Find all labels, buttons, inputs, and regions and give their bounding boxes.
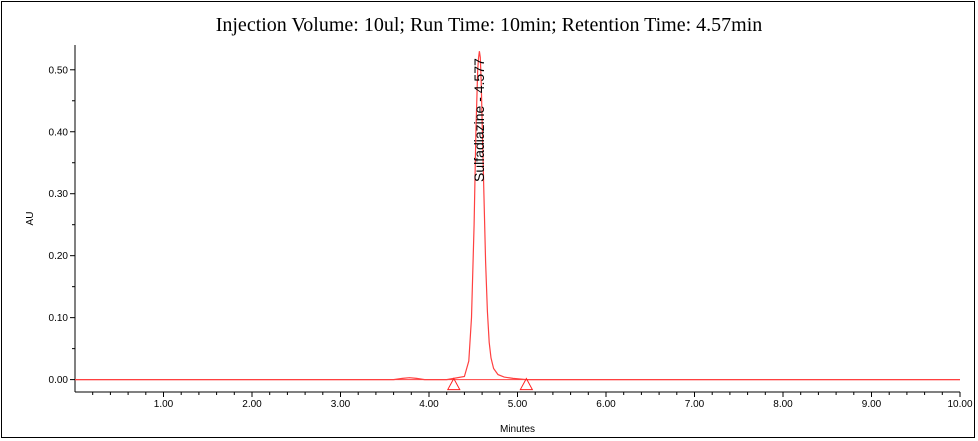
y-axis-ticks: 0.00 0.10 0.20 0.30 0.40 0.50 [49,65,75,386]
integration-marker [519,377,534,391]
x-axis-label: Minutes [500,424,535,435]
x-tick-label: 10.00 [947,399,972,410]
y-tick-label: 0.10 [49,313,69,324]
y-axis-label: AU [25,212,36,226]
y-tick-label: 0.30 [49,189,69,200]
x-tick-label: 8.00 [773,399,793,410]
peak-label: Sulfadiazine - 4.577 [471,58,487,182]
x-tick-label: 7.00 [685,399,705,410]
x-tick-label: 5.00 [508,399,528,410]
y-tick-label: 0.20 [49,251,69,262]
x-tick-label: 4.00 [419,399,439,410]
y-tick-label: 0.00 [49,375,69,386]
chart-title: Injection Volume: 10ul; Run Time: 10min;… [215,14,763,36]
integration-marker [446,377,461,391]
x-tick-label: 1.00 [154,399,174,410]
x-tick-label: 6.00 [596,399,616,410]
y-tick-label: 0.50 [49,65,69,76]
x-tick-label: 3.00 [331,399,351,410]
integration-markers [446,377,534,391]
y-tick-label: 0.40 [49,127,69,138]
chromatogram-trace [75,51,960,381]
x-tick-label: 9.00 [862,399,882,410]
x-axis-ticks: 1.00 2.00 3.00 4.00 5.00 6.00 7.00 8.00 9.00 10.0… [92,392,973,410]
x-tick-label: 2.00 [242,399,262,410]
